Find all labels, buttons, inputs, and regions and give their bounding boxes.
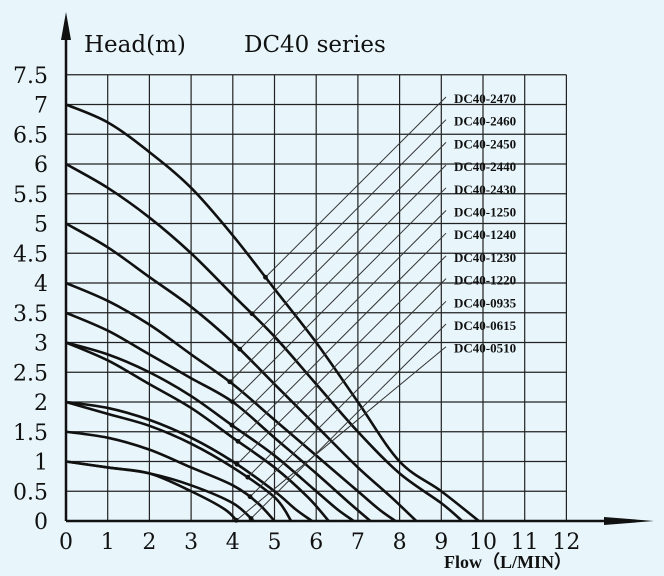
legend-leader-line (247, 278, 447, 478)
x-tick-label: 7 (351, 530, 365, 555)
x-tick-label: 2 (142, 530, 156, 555)
legend-label: DC40-2430 (454, 182, 516, 197)
y-tick-label: 6.5 (13, 123, 48, 148)
legend-label: DC40-2450 (454, 136, 516, 151)
y-tick-label: 2 (34, 391, 48, 416)
legend-leader-line (231, 210, 447, 426)
y-tick-label: 5 (34, 213, 48, 238)
series-line (65, 400, 313, 523)
legend-label: DC40-2460 (454, 114, 516, 129)
legend-label: DC40-1230 (454, 250, 516, 265)
y-tick-label: 4.5 (13, 242, 48, 267)
y-tick-label: 7.5 (13, 64, 48, 89)
x-tick-label: 3 (184, 530, 198, 555)
x-tick-label: 10 (469, 530, 497, 555)
leader-arrow-icon (229, 422, 235, 428)
leader-arrow-icon (245, 474, 251, 480)
series-line (65, 460, 238, 522)
series-line (65, 222, 418, 522)
legend-label: DC40-2470 (454, 91, 516, 106)
y-tick-label: 6 (34, 153, 48, 178)
legend-leaders (227, 96, 447, 523)
x-tick-label: 8 (393, 530, 407, 555)
legend-leader-line (251, 119, 447, 315)
x-tick-label: 12 (552, 530, 580, 555)
x-axis-label: Flow（L/MIN） (444, 552, 572, 572)
y-tick-label: 1.5 (13, 421, 48, 446)
y-tick-label: 0.5 (13, 480, 48, 505)
chart-title: DC40 series (244, 32, 386, 58)
legend-label: DC40-0510 (454, 341, 516, 356)
legend-leader-line (229, 164, 447, 383)
y-tick-label: 1 (34, 451, 48, 476)
x-tick-label: 9 (434, 530, 448, 555)
legend-leader-line (249, 300, 447, 498)
y-tick-label: 3 (34, 332, 48, 357)
y-axis-arrow-icon (61, 12, 71, 40)
x-tick-label: 6 (309, 530, 323, 555)
leader-arrow-icon (235, 438, 241, 444)
grid (66, 74, 568, 521)
legend-leader-line (239, 142, 447, 350)
x-tick-label: 5 (268, 530, 282, 555)
axes (61, 12, 654, 525)
labels: Head(m) DC40 series Flow（L/MIN） 0 0.5 1 1.5… (13, 32, 580, 572)
leader-arrow-icon (233, 517, 239, 523)
legend-label: DC40-2440 (454, 159, 516, 174)
y-axis-label: Head(m) (84, 32, 186, 58)
legend-leader-line (237, 232, 447, 442)
x-tick-label: 1 (101, 530, 115, 555)
y-tick-label: 3.5 (13, 302, 48, 327)
legend-leader-line (250, 323, 447, 519)
leader-arrow-icon (249, 311, 255, 317)
legend-label: DC40-0615 (454, 318, 517, 333)
y-tick-label: 7 (34, 94, 48, 119)
legend-leader-line (236, 346, 447, 521)
leader-arrow-icon (248, 516, 254, 521)
y-tick-label: 4 (34, 272, 48, 297)
y-tick-label: 5.5 (13, 183, 48, 208)
legend-leader-line (232, 187, 447, 403)
leader-arrow-icon (230, 399, 235, 405)
y-tick-label: 0 (34, 510, 48, 535)
leader-arrow-icon (263, 274, 268, 280)
legend-label: DC40-1220 (454, 273, 516, 288)
legend-label: DC40-0935 (454, 295, 517, 310)
leader-arrow-icon (234, 461, 240, 467)
series-line (65, 341, 330, 522)
x-tick-label: 11 (511, 530, 539, 555)
legend-label: DC40-1250 (454, 205, 516, 220)
series-line (65, 103, 480, 523)
x-axis-arrow-icon (604, 517, 654, 525)
series-line (65, 400, 293, 522)
leader-arrow-icon (247, 494, 253, 500)
leader-arrow-icon (227, 379, 233, 385)
legend-leader-line (265, 96, 447, 278)
y-tick-label: 2.5 (13, 361, 48, 386)
legend-label: DC40-1240 (454, 227, 516, 242)
series-line (65, 311, 372, 522)
x-tick-label: 0 (59, 530, 73, 555)
leader-arrow-icon (237, 346, 243, 352)
series-line (65, 281, 397, 523)
legend-leader-line (236, 255, 447, 465)
x-tick-label: 4 (226, 530, 240, 555)
